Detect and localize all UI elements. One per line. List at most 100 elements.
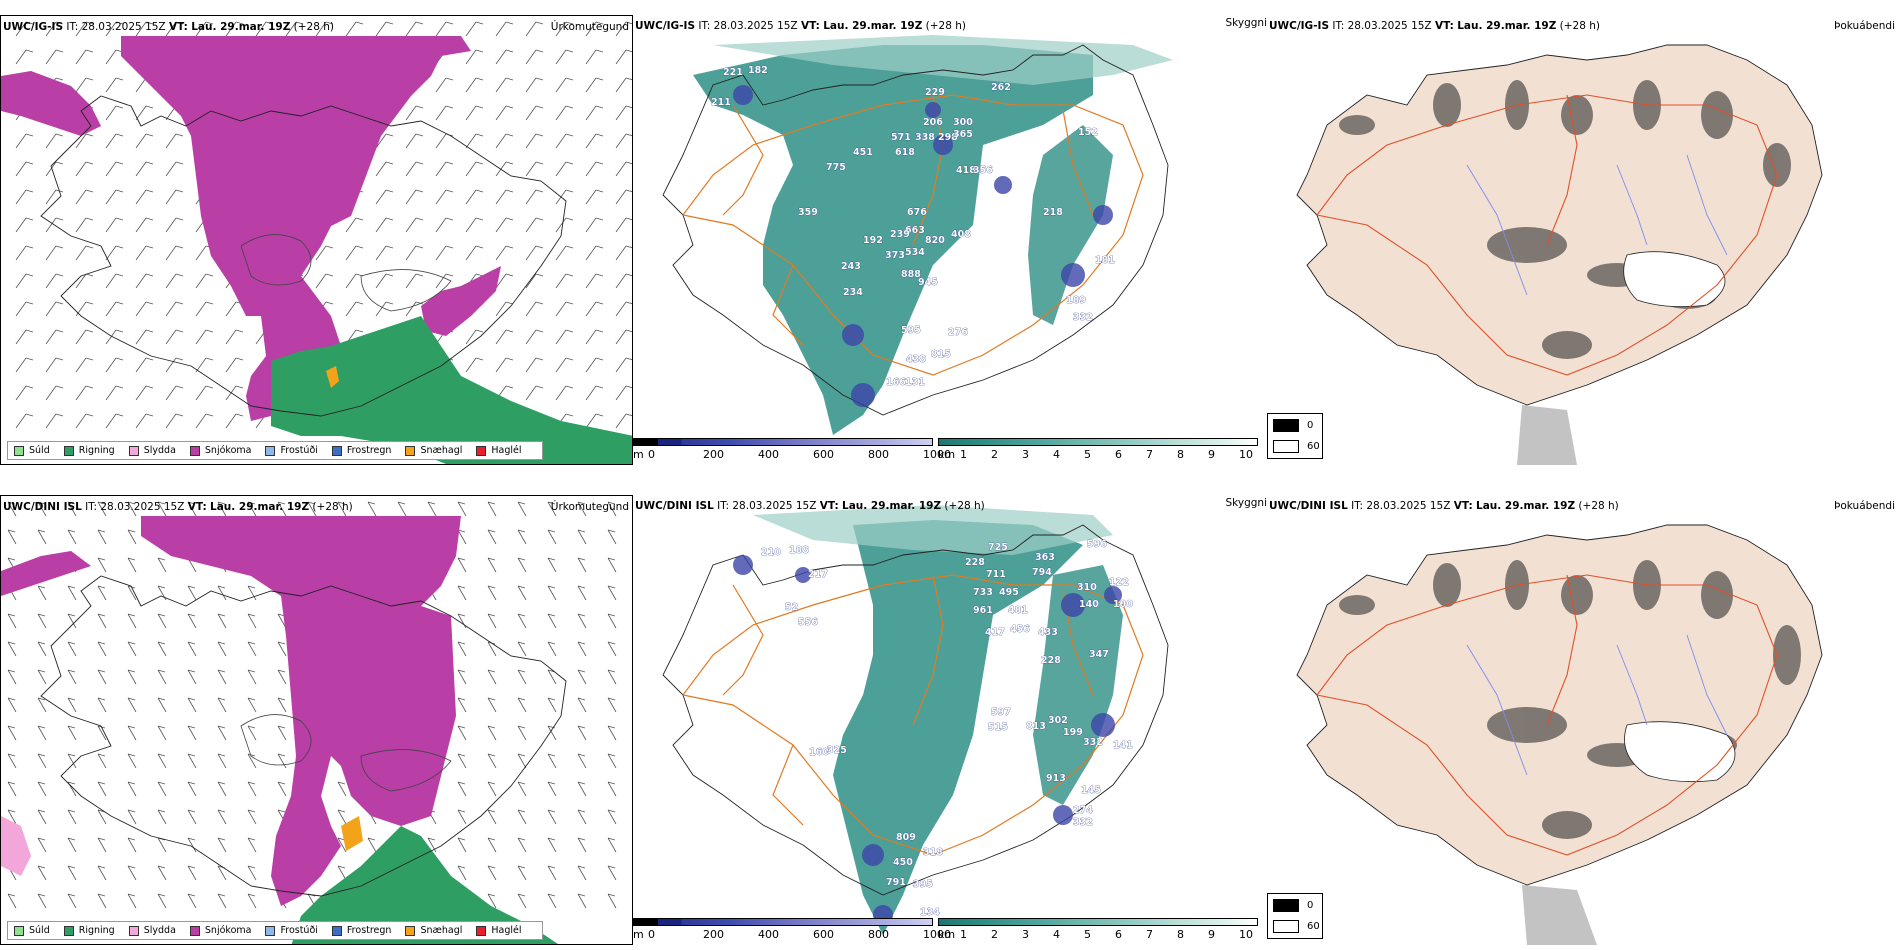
wind-barb: [607, 557, 617, 573]
ceiling-tick-label: 0: [648, 448, 655, 461]
fog-legend-label: 60: [1307, 921, 1320, 932]
ceiling-tick-label: 200: [703, 448, 724, 461]
visibility-tick-label: 8: [1177, 928, 1184, 941]
wind-barb: [225, 385, 244, 401]
cloud-base-label: 134: [920, 907, 940, 918]
wind-barb: [487, 669, 497, 685]
cloud-base-label: 122: [1109, 577, 1129, 588]
wind-barb: [547, 725, 557, 741]
wind-barb: [607, 893, 617, 909]
wind-barb: [525, 21, 544, 37]
wind-barb: [525, 329, 544, 345]
cloud-base-label: 140: [1079, 599, 1099, 610]
ceiling-colorbar-strip: [633, 918, 933, 926]
terrain-bottom: [1296, 524, 1823, 886]
ceiling-tick-label: 0: [648, 928, 655, 941]
wind-barb: [97, 669, 107, 685]
wind-barb: [615, 413, 632, 429]
wind-barb: [435, 273, 454, 289]
wind-barb: [555, 385, 574, 401]
wind-barb: [157, 809, 167, 825]
cloud-base-label: 262: [991, 82, 1011, 93]
wind-barb: [7, 641, 17, 657]
wind-barb: [457, 557, 467, 573]
wind-barb: [487, 529, 497, 545]
wind-barb: [517, 837, 527, 853]
wind-barb: [105, 217, 124, 233]
wind-barb: [97, 781, 107, 797]
wind-barb: [135, 329, 154, 345]
visibility-colorbar-top: km 1 2 3 4 5 6 7 8 9 10: [938, 436, 1263, 464]
legend-swatch: [265, 925, 276, 936]
wind-barb: [495, 245, 514, 261]
cloud-base-label: 618: [895, 147, 915, 158]
wind-barb: [225, 357, 244, 373]
wind-barb: [525, 133, 544, 149]
wind-barb: [607, 753, 617, 769]
wind-barb: [75, 245, 94, 261]
wind-barb: [75, 217, 94, 233]
wind-barb: [367, 501, 377, 517]
cloud-title-top: UWC/IG-IS IT: 28.03.2025 15Z VT: Lau. 29…: [635, 20, 966, 33]
cloud-area-bottom: [833, 520, 1083, 935]
wind-barb: [75, 189, 94, 205]
wind-barb: [217, 697, 227, 713]
wind-barb: [187, 697, 197, 713]
cloud-base-label: 733: [973, 587, 993, 598]
fog-swatch-black: [1273, 419, 1299, 432]
wind-barb: [135, 133, 154, 149]
wind-barb: [277, 781, 287, 797]
wind-barb: [435, 245, 454, 261]
ceiling-tick-label: 400: [758, 928, 779, 941]
wind-barb: [97, 613, 107, 629]
roads-fog-bottom: [1316, 574, 1778, 856]
wind-barb: [187, 753, 197, 769]
wind-barb: [195, 413, 214, 429]
wind-barb: [405, 301, 424, 317]
wind-barb: [45, 301, 64, 317]
wind-barb: [607, 725, 617, 741]
wind-barb: [615, 161, 632, 177]
it-label: IT:: [1351, 500, 1364, 512]
wind-barb: [517, 529, 527, 545]
wind-barb: [67, 865, 77, 881]
wind-barb: [465, 21, 484, 37]
legend-item: Rigning: [63, 925, 115, 936]
wind-barb: [37, 753, 47, 769]
wind-barb: [127, 529, 137, 545]
wind-barb: [585, 357, 604, 373]
wind-barb: [135, 385, 154, 401]
cloud-base-label: 166: [886, 377, 906, 388]
coastline-bottom: [40, 575, 567, 897]
wind-barb: [135, 217, 154, 233]
wind-barb: [127, 501, 137, 517]
wind-barb: [525, 77, 544, 93]
wind-barb: [375, 133, 394, 149]
wind-barb: [457, 837, 467, 853]
fog-legend-label: 0: [1307, 900, 1314, 911]
visibility-tick-label: 3: [1022, 448, 1029, 461]
cloud-base-label: 332: [1073, 312, 1093, 323]
wind-barb: [367, 837, 377, 853]
wind-barb: [97, 529, 107, 545]
cloud-base-label: 515: [988, 722, 1008, 733]
wind-barb: [487, 501, 497, 517]
cloud-base-label: 913: [1046, 773, 1066, 784]
legend-item: Haglél: [476, 445, 522, 456]
wind-barb: [45, 49, 64, 65]
wind-barb: [37, 529, 47, 545]
wind-barb: [165, 357, 184, 373]
model-label: UWC/IG-IS: [635, 20, 696, 32]
glacier-white-bottom: [1624, 721, 1736, 783]
visibility-tick-label: 8: [1177, 448, 1184, 461]
wind-barb: [487, 725, 497, 741]
wind-barb: [15, 301, 34, 317]
visibility-tick-label: 4: [1053, 928, 1060, 941]
wind-barb: [405, 21, 424, 37]
wind-barb: [37, 725, 47, 741]
wind-barb: [15, 385, 34, 401]
wind-barb: [337, 809, 347, 825]
vt-value: Lau. 29.mar. 19Z: [823, 20, 923, 32]
wind-barb: [585, 301, 604, 317]
wind-barb: [457, 501, 467, 517]
